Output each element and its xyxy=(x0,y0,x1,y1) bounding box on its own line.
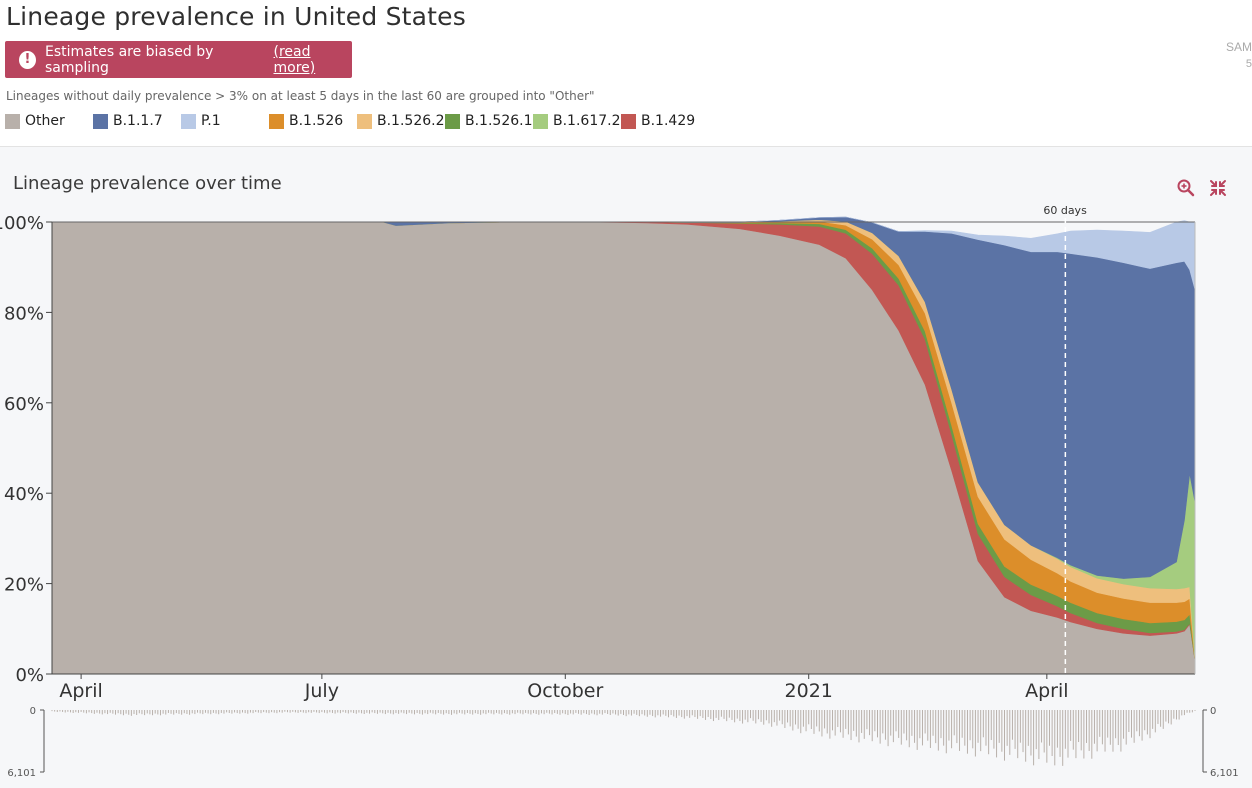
zoom-in-button[interactable] xyxy=(1176,178,1196,198)
legend-label: P.1 xyxy=(201,113,221,129)
count-min-label-left: 0 xyxy=(30,706,36,717)
legend-label: B.1.617.2 xyxy=(553,113,621,129)
divider xyxy=(0,146,1252,147)
sampling-warning-banner: ! Estimates are biased by sampling (read… xyxy=(5,41,352,78)
x-tick-label: 2021 xyxy=(785,680,833,702)
legend-label: B.1.429 xyxy=(641,113,696,129)
sample-count: 5 xyxy=(1245,58,1252,70)
legend-swatch xyxy=(445,113,460,129)
x-tick-label: October xyxy=(527,680,603,702)
legend-item-b15262[interactable]: B.1.526.2 xyxy=(357,113,445,129)
page-title: Lineage prevalence in United States xyxy=(6,2,466,31)
panel-title: Lineage prevalence over time xyxy=(13,173,282,194)
legend-item-p1[interactable]: P.1 xyxy=(181,113,221,129)
legend-swatch xyxy=(533,113,548,129)
legend-label: B.1.526.2 xyxy=(377,113,445,129)
y-tick-label: 80% xyxy=(4,303,44,324)
marker-label: 60 days xyxy=(1043,204,1087,217)
legend-label: Other xyxy=(25,113,65,129)
y-tick-label: 100% xyxy=(0,213,44,234)
warning-text: Estimates are biased by sampling xyxy=(44,43,214,76)
legend-swatch xyxy=(93,113,108,129)
legend-item-b15261[interactable]: B.1.526.1 xyxy=(445,113,533,129)
count-max-label-right: 6,101 xyxy=(1210,768,1239,779)
x-tick-label: April xyxy=(59,680,102,702)
x-tick-label: July xyxy=(304,680,339,702)
legend-label: B.1.1.7 xyxy=(113,113,163,129)
collapse-icon xyxy=(1210,180,1226,196)
legend-swatch xyxy=(5,113,20,129)
alert-icon: ! xyxy=(19,50,36,69)
y-tick-label: 60% xyxy=(4,394,44,415)
legend-item-b117[interactable]: B.1.1.7 xyxy=(93,113,163,129)
legend-swatch xyxy=(621,113,636,129)
sample-label: SAM xyxy=(1225,40,1252,54)
count-max-label-left: 6,101 xyxy=(7,768,36,779)
legend-swatch xyxy=(181,113,196,129)
legend-label: B.1.526 xyxy=(289,113,344,129)
count-min-label-right: 0 xyxy=(1210,706,1216,717)
zoom-in-icon xyxy=(1177,179,1195,197)
legend-item-b1429[interactable]: B.1.429 xyxy=(621,113,695,129)
legend-label: B.1.526.1 xyxy=(465,113,533,129)
y-tick-label: 0% xyxy=(15,665,44,686)
legend-swatch xyxy=(269,113,284,129)
y-tick-label: 40% xyxy=(4,484,44,505)
y-tick-label: 20% xyxy=(4,575,44,596)
grouping-note: Lineages without daily prevalence > 3% o… xyxy=(6,89,595,103)
legend-item-b1526[interactable]: B.1.526 xyxy=(269,113,343,129)
x-tick-label: April xyxy=(1025,680,1068,702)
legend-item-other[interactable]: Other xyxy=(5,113,65,129)
read-more-link[interactable]: (read more) xyxy=(273,43,316,76)
collapse-button[interactable] xyxy=(1208,178,1228,198)
legend-item-b16172[interactable]: B.1.617.2 xyxy=(533,113,621,129)
legend-swatch xyxy=(357,113,372,129)
